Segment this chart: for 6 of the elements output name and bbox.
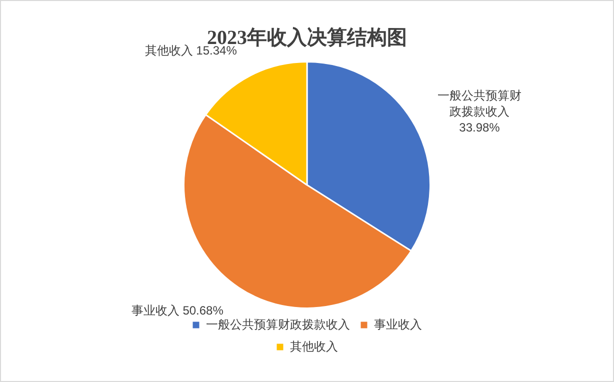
data-label: 33.98% <box>459 120 500 134</box>
legend-label: 一般公共预算财政拨款收入 <box>206 317 350 332</box>
slice-label: 一般公共预算财政拨款收入 <box>437 88 522 118</box>
legend-label: 事业收入 <box>374 317 422 332</box>
category-label: 事业收入 50.68% <box>131 303 224 318</box>
legend-label: 其他收入 <box>290 339 338 354</box>
